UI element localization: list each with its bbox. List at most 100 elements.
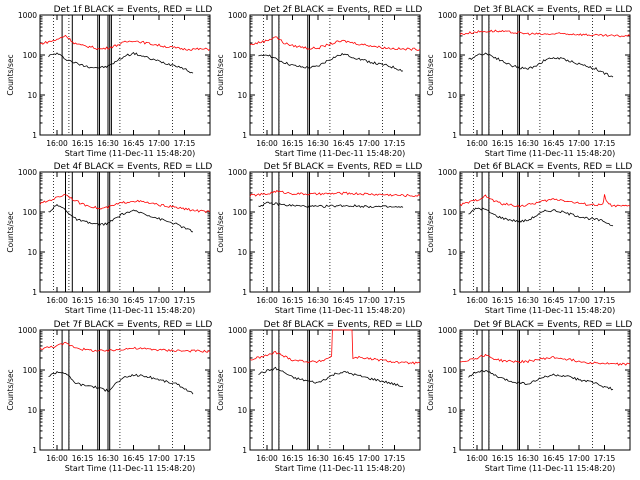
x-tick-label: 17:15: [384, 454, 406, 463]
x-tick-label: 16:00: [46, 454, 68, 463]
x-tick-label: 17:15: [384, 296, 406, 305]
events-series-line: [48, 371, 194, 395]
y-tick-label: 10: [237, 91, 247, 100]
lld-series-line: [39, 34, 211, 51]
x-tick-label: 16:15: [282, 454, 304, 463]
lld-series-line: [459, 194, 631, 208]
x-tick-label: 16:30: [97, 454, 119, 463]
panel-title: Det 1f BLACK = Events, RED = LLD: [54, 5, 213, 15]
y-tick-label: 1: [32, 288, 37, 297]
x-tick-label: 17:15: [174, 296, 196, 305]
events-series-line: [258, 201, 404, 209]
x-tick-label: 17:00: [358, 296, 380, 305]
y-tick-label: 1: [452, 131, 457, 140]
x-tick-label: 16:45: [123, 296, 145, 305]
panel-title: Det 7f BLACK = Events, RED = LLD: [54, 320, 213, 330]
chart-panel-2: Det 2f BLACK = Events, RED = LLD 1 10 100 10…: [216, 5, 422, 158]
x-tick-label: 16:45: [543, 139, 565, 148]
y-tick-label: 100: [443, 366, 458, 375]
events-series-line: [468, 370, 614, 391]
x-tick-label: 16:15: [282, 139, 304, 148]
x-tick-label: 16:45: [543, 296, 565, 305]
y-tick-label: 10: [27, 406, 37, 415]
y-axis-label: Counts/sec: [6, 54, 15, 95]
y-tick-label: 10: [447, 91, 457, 100]
x-axis-label: Start Time (11-Dec-11 15:48:20): [485, 306, 616, 315]
y-tick-label: 100: [233, 366, 248, 375]
x-tick-label: 16:45: [333, 454, 355, 463]
x-tick-label: 16:30: [97, 296, 119, 305]
events-series-line: [258, 52, 404, 72]
x-tick-label: 16:30: [307, 454, 329, 463]
y-tick-label: 1: [242, 131, 247, 140]
y-tick-label: 1: [242, 288, 247, 297]
x-axis-label: Start Time (11-Dec-11 15:48:20): [275, 464, 406, 473]
x-tick-label: 16:30: [517, 454, 539, 463]
y-tick-label: 1000: [18, 11, 37, 20]
x-tick-label: 17:15: [174, 454, 196, 463]
chart-panel-6: Det 6f BLACK = Events, RED = LLD 1 10 100 10…: [426, 162, 632, 315]
events-series-line: [468, 52, 614, 78]
x-axis-label: Start Time (11-Dec-11 15:48:20): [65, 464, 196, 473]
x-tick-label: 17:00: [148, 454, 170, 463]
events-series-line: [258, 366, 404, 388]
y-tick-label: 1000: [438, 168, 457, 177]
y-tick-label: 100: [23, 51, 38, 60]
x-tick-label: 16:15: [282, 296, 304, 305]
y-tick-label: 100: [233, 51, 248, 60]
y-tick-label: 1: [242, 446, 247, 455]
y-tick-label: 1: [452, 446, 457, 455]
y-tick-label: 100: [443, 208, 458, 217]
events-series-line: [48, 52, 194, 74]
x-axis-label: Start Time (11-Dec-11 15:48:20): [65, 149, 196, 158]
y-axis-label: Counts/sec: [6, 211, 15, 252]
y-tick-label: 1000: [228, 326, 247, 335]
panel-title: Det 2f BLACK = Events, RED = LLD: [264, 5, 423, 15]
y-tick-label: 1000: [438, 11, 457, 20]
x-tick-label: 17:15: [384, 139, 406, 148]
x-tick-label: 17:15: [594, 454, 616, 463]
plot-frame: [459, 171, 631, 293]
y-tick-label: 100: [233, 208, 248, 217]
x-tick-label: 16:30: [517, 296, 539, 305]
x-tick-label: 17:15: [594, 296, 616, 305]
x-tick-label: 16:00: [256, 296, 278, 305]
x-tick-label: 17:00: [148, 139, 170, 148]
y-axis-label: Counts/sec: [216, 369, 225, 410]
y-tick-label: 1: [32, 446, 37, 455]
chart-panel-3: Det 3f BLACK = Events, RED = LLD 1 10 100 10…: [426, 5, 632, 158]
x-tick-label: 16:15: [72, 454, 94, 463]
x-tick-label: 16:00: [466, 296, 488, 305]
y-tick-label: 1: [32, 131, 37, 140]
lld-series-line: [459, 353, 631, 366]
x-tick-label: 16:45: [123, 139, 145, 148]
plot-frame: [39, 329, 211, 451]
plot-frame: [249, 171, 421, 293]
lld-series-line: [39, 341, 211, 353]
panel-title: Det 3f BLACK = Events, RED = LLD: [474, 5, 633, 15]
panel-title: Det 9f BLACK = Events, RED = LLD: [474, 320, 633, 330]
x-tick-label: 16:15: [72, 139, 94, 148]
y-tick-label: 10: [447, 406, 457, 415]
x-tick-label: 16:00: [46, 296, 68, 305]
lld-series-line: [249, 36, 421, 51]
x-tick-label: 16:30: [97, 139, 119, 148]
y-tick-label: 1: [452, 288, 457, 297]
x-tick-label: 16:00: [256, 454, 278, 463]
x-tick-label: 16:15: [492, 454, 514, 463]
chart-panel-1: Det 1f BLACK = Events, RED = LLD 1 10 100 10…: [6, 5, 212, 158]
panel-title: Det 5f BLACK = Events, RED = LLD: [264, 162, 423, 172]
chart-panel-8: Det 8f BLACK = Events, RED = LLD 1 10 100 10…: [216, 320, 422, 473]
chart-panel-5: Det 5f BLACK = Events, RED = LLD 1 10 100 10…: [216, 162, 422, 315]
y-axis-label: Counts/sec: [426, 54, 435, 95]
x-tick-label: 17:15: [174, 139, 196, 148]
y-tick-label: 100: [23, 366, 38, 375]
lld-series-line: [39, 193, 211, 214]
x-axis-label: Start Time (11-Dec-11 15:48:20): [275, 149, 406, 158]
x-axis-label: Start Time (11-Dec-11 15:48:20): [485, 149, 616, 158]
x-tick-label: 17:00: [568, 454, 590, 463]
x-tick-label: 16:00: [46, 139, 68, 148]
panel-title: Det 6f BLACK = Events, RED = LLD: [474, 162, 633, 172]
x-tick-label: 16:15: [492, 139, 514, 148]
y-tick-label: 1000: [18, 168, 37, 177]
